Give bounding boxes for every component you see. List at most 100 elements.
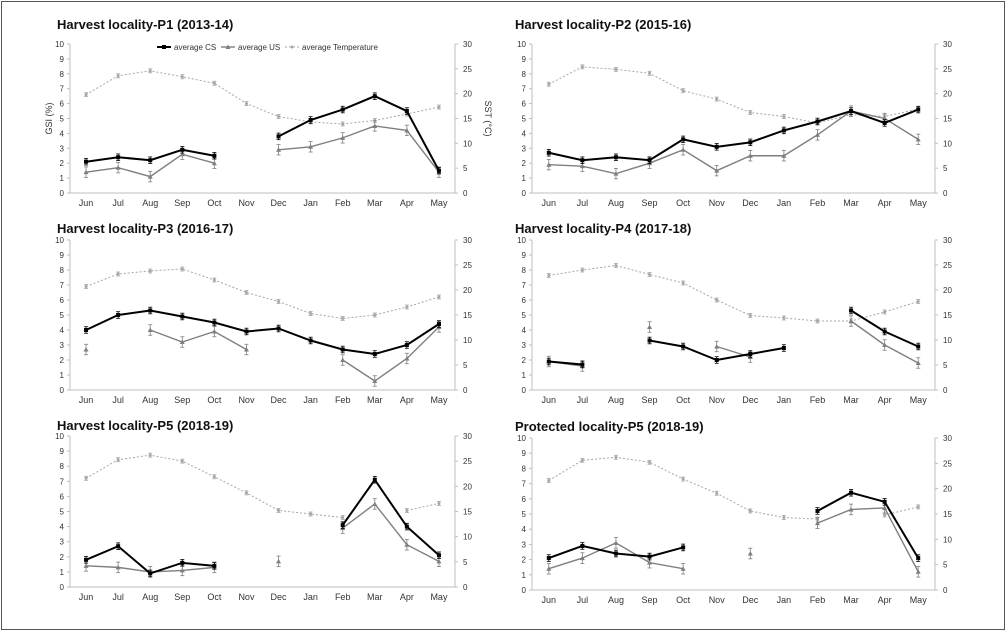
average-temperature-point [580,458,584,462]
left-tick-label: 10 [517,434,526,443]
month-label: Mar [843,595,859,605]
average-us-point [436,558,442,564]
average-us-point [340,135,346,140]
month-label: Sep [642,198,658,208]
average-cs-point [916,344,921,349]
average-cs-point [613,155,618,160]
average-temperature-point [580,268,584,272]
right-tick-label: 20 [463,482,472,491]
average-us-point [647,324,653,329]
average-us-point [714,168,720,173]
left-tick-label: 2 [522,159,527,168]
average-us-point [848,506,854,512]
average-temperature-line [406,502,440,511]
left-tick-label: 7 [522,281,527,290]
average-temperature-point [782,316,786,320]
average-temperature-point [916,505,920,509]
average-cs-point [546,150,551,155]
left-tick-label: 4 [522,129,527,138]
right-tick-label: 0 [943,189,948,198]
average-temperature-point [916,300,920,303]
average-us-point [404,127,410,133]
right-tick-label: 10 [943,139,952,148]
month-label: Oct [207,198,222,208]
month-label: Jun [542,595,557,605]
left-tick-label: 9 [522,55,527,64]
average-temperature-point [547,274,551,277]
average-temperature-point [341,516,345,520]
month-label: Nov [709,198,726,208]
left-tick-label: 1 [522,371,527,380]
month-label: Jul [577,198,589,208]
chart-title: Harvest locality-P5 (2018-19) [57,418,233,433]
left-tick-label: 1 [522,174,527,183]
chart-panel-3: Harvest locality-P3 (2016-17) 0 1 2 3 4 5 6 7 8 9 1… [55,221,472,405]
average-cs-point [404,524,409,529]
average-us-point [613,540,619,545]
left-tick-label: 0 [522,386,527,395]
average-us-point [115,165,121,170]
left-tick-label: 8 [60,462,65,471]
left-tick-label: 6 [60,492,65,501]
average-us-point [276,558,282,564]
month-label: Nov [238,592,255,602]
average-cs-line [548,108,919,162]
average-temperature-line [884,506,919,516]
month-label: Jun [79,198,94,208]
month-label: Jul [112,395,124,405]
average-temperature-point [614,67,618,71]
month-label: Apr [400,592,414,602]
month-label: Sep [174,198,190,208]
average-temperature-point [148,453,152,457]
left-tick-label: 4 [522,326,527,335]
chart-title: Harvest locality-P4 (2017-18) [515,221,691,236]
left-tick-label: 8 [60,266,65,275]
average-us-point [814,132,820,137]
average-us-point [372,501,378,506]
average-temperature-point [547,479,551,483]
right-axis-title: SST (°C) [483,101,493,137]
average-cs-point [180,147,185,152]
average-cs-point [681,137,686,142]
average-temperature-point [648,273,652,276]
month-label: Aug [608,198,624,208]
right-tick-label: 10 [463,533,472,542]
left-tick-label: 0 [522,586,527,595]
left-tick-label: 8 [522,266,527,275]
month-label: Jul [577,595,589,605]
left-tick-label: 0 [60,583,65,592]
legend-label-cs: average CS [174,43,216,52]
average-temperature-point [815,319,819,323]
month-label: Jun [79,592,94,602]
right-tick-label: 25 [943,261,952,270]
right-tick-label: 20 [943,485,952,494]
right-tick-label: 20 [943,286,952,295]
average-cs-line [85,309,440,356]
average-cs-point [681,344,686,349]
average-cs-point [212,320,217,325]
average-us-point [276,147,282,152]
average-temperature-point [180,459,184,463]
month-label: Nov [709,395,726,405]
month-label: Jun [79,395,94,405]
right-tick-label: 30 [943,434,952,443]
right-tick-label: 5 [463,164,468,173]
left-tick-label: 2 [60,159,65,168]
month-label: May [430,395,448,405]
average-us-point [915,360,921,365]
left-tick-label: 6 [60,296,65,305]
month-label: Sep [642,395,658,405]
month-label: Mar [367,592,383,602]
right-tick-label: 0 [943,386,948,395]
left-tick-label: 4 [60,129,65,138]
chart-panel-4: Harvest locality-P4 (2017-18) 0 1 2 3 4 5 6 7 8 9 1… [515,221,952,405]
average-cs-point [781,128,786,133]
average-cs-point [404,109,409,114]
average-cs-point [404,343,409,347]
average-temperature-point [277,508,281,512]
right-tick-label: 25 [943,65,952,74]
left-tick-label: 1 [522,571,527,580]
left-tick-label: 8 [522,464,527,473]
average-us-line [149,329,247,351]
left-tick-label: 10 [55,236,64,245]
